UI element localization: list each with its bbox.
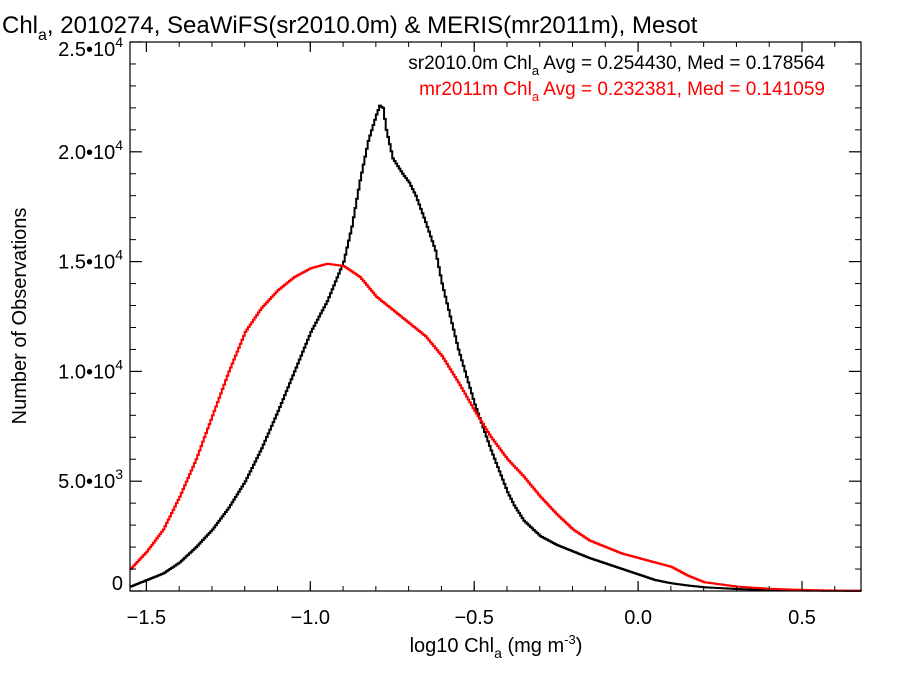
x-tick-label: −0.5 xyxy=(454,607,493,629)
series-line-1 xyxy=(130,262,862,592)
x-axis-label: log10 Chla (mg m-3) xyxy=(410,632,583,661)
legend-entry-1: mr2011m Chla Avg = 0.232381, Med = 0.141… xyxy=(419,79,825,104)
y-tick-label: 2.0•104 xyxy=(58,137,123,164)
y-axis: 0 5.0•103 1.0•104 1.5•104 2.0•104 2.5•104 xyxy=(58,34,861,595)
x-tick-label: 0.5 xyxy=(788,607,816,629)
plot-frame xyxy=(129,41,862,592)
y-tick-label: 1.0•104 xyxy=(58,356,123,383)
legend-entry-0: sr2010.0m Chla Avg = 0.254430, Med = 0.1… xyxy=(408,53,825,78)
chart-title: Chla, 2010274, SeaWiFS(sr2010.0m) & MERI… xyxy=(2,12,698,44)
y-tick-label: 5.0•103 xyxy=(58,466,123,493)
legend: sr2010.0m Chla Avg = 0.254430, Med = 0.1… xyxy=(408,53,825,104)
x-tick-label: −1.0 xyxy=(291,607,330,629)
y-tick-label: 0 xyxy=(112,573,123,595)
y-tick-label: 2.5•104 xyxy=(58,34,123,61)
x-axis: −1.5 −1.0 −0.5 0.0 0.5 xyxy=(127,42,836,629)
x-tick-label: 0.0 xyxy=(624,607,652,629)
y-tick-label: 1.5•104 xyxy=(58,247,123,274)
x-tick-label: −1.5 xyxy=(127,607,166,629)
y-axis-label: Number of Observations xyxy=(9,208,31,425)
